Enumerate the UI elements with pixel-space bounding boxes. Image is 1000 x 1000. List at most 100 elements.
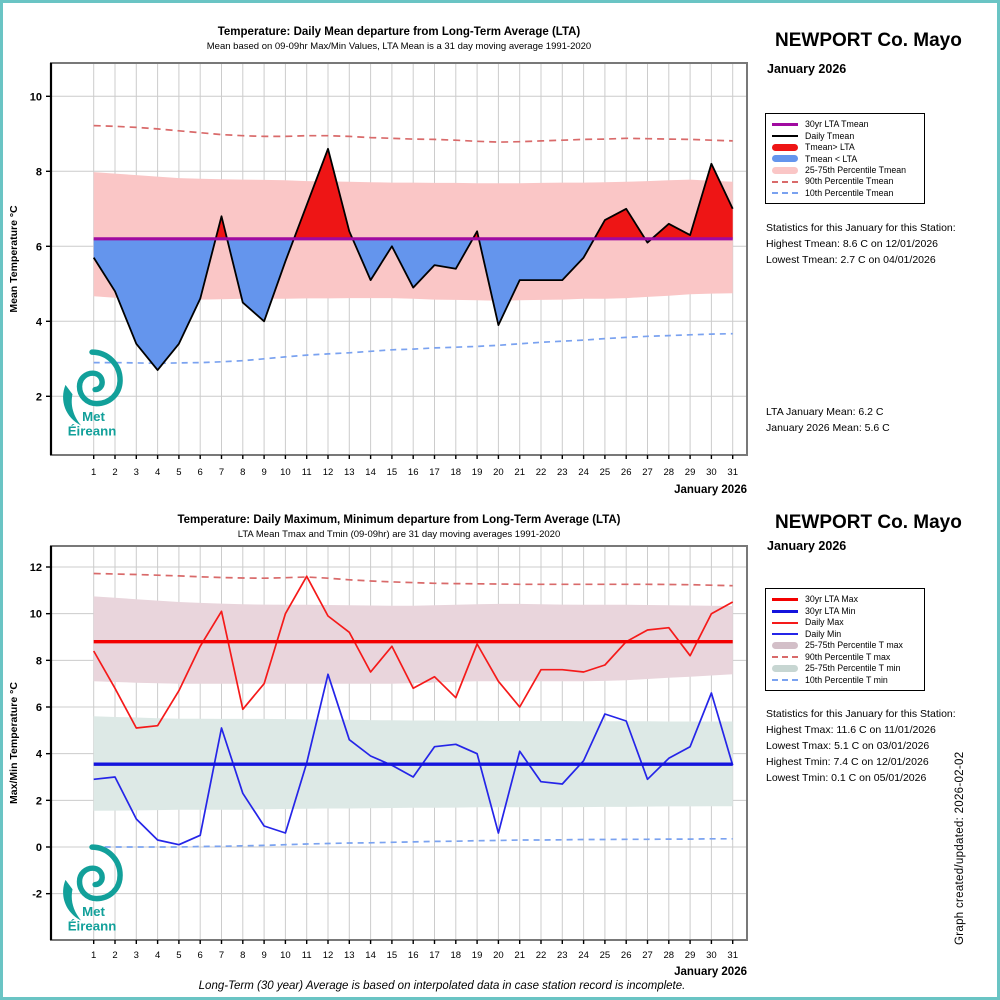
chart2-month-label: January 2026 xyxy=(767,539,847,553)
svg-text:8: 8 xyxy=(240,467,245,478)
legend-label: 25-75th Percentile Tmean xyxy=(805,165,907,175)
svg-text:8: 8 xyxy=(240,950,245,961)
daily-tmin-line xyxy=(93,673,734,846)
svg-text:19: 19 xyxy=(472,950,483,961)
legend-item: 30yr LTA Tmean xyxy=(772,120,918,129)
legend-label: 90th Percentile Tmean xyxy=(805,176,894,187)
svg-text:12: 12 xyxy=(323,467,334,478)
svg-text:13: 13 xyxy=(344,467,355,478)
svg-text:21: 21 xyxy=(514,950,525,961)
svg-text:13: 13 xyxy=(344,950,355,961)
svg-text:10: 10 xyxy=(280,950,291,961)
svg-text:30: 30 xyxy=(706,467,717,478)
legend-swatch-icon xyxy=(772,180,798,183)
legend-label: 30yr LTA Tmean xyxy=(805,119,869,130)
graph-created-label: Graph created/updated: 2026-02-02 xyxy=(954,751,966,945)
stats-header: Statistics for this January for this Sta… xyxy=(766,222,956,234)
svg-text:6: 6 xyxy=(36,241,42,253)
svg-text:12: 12 xyxy=(30,562,42,574)
legend-swatch-icon xyxy=(772,166,798,174)
legend-label: 25-75th Percentile T min xyxy=(805,663,901,674)
legend-label: 30yr LTA Min xyxy=(805,605,856,616)
svg-text:1: 1 xyxy=(91,950,96,961)
legend-item: 90th Percentile T max xyxy=(772,653,918,662)
y-axis-label: Mean Temperature °C xyxy=(8,205,20,313)
legend-label: Daily Max xyxy=(805,617,844,628)
svg-text:10: 10 xyxy=(30,609,42,621)
svg-text:4: 4 xyxy=(155,950,160,961)
maxmin-stats: Statistics for this January for this Sta… xyxy=(766,706,956,786)
svg-text:5: 5 xyxy=(176,950,181,961)
legend-swatch-icon xyxy=(772,621,798,624)
tmean-below-lta-area xyxy=(93,238,733,371)
legend-label: 30yr LTA Max xyxy=(805,594,858,605)
axis-ticks xyxy=(46,566,734,944)
svg-text:3: 3 xyxy=(134,467,139,478)
lta-january-mean: LTA January Mean: 6.2 C xyxy=(766,406,884,418)
x-axis-label: January 2026 xyxy=(674,966,747,978)
tmax-90th-percentile-line xyxy=(93,572,733,587)
legend-item: Tmean> LTA xyxy=(772,143,918,152)
x-tick-labels: 1 2 3 4 5 6 7 8 9 10 11 12 13 14 15 16 17 18 19 20 21 22 23 24 2… xyxy=(91,467,738,478)
january-2026-mean: January 2026 Mean: 5.6 C xyxy=(766,422,890,434)
svg-text:4: 4 xyxy=(155,467,160,478)
svg-text:15: 15 xyxy=(387,467,398,478)
svg-text:26: 26 xyxy=(621,467,632,478)
tmean-10th-percentile-line xyxy=(93,332,733,365)
legend-swatch-icon xyxy=(772,144,798,152)
svg-text:4: 4 xyxy=(36,316,43,328)
legend-swatch-icon xyxy=(772,633,798,636)
maxmin-legend: 30yr LTA Max 30yr LTA Min Daily Max Daily M… xyxy=(765,588,925,691)
legend-swatch-icon xyxy=(772,123,798,127)
svg-text:18: 18 xyxy=(451,467,462,478)
svg-text:16: 16 xyxy=(408,467,419,478)
svg-text:20: 20 xyxy=(493,950,504,961)
svg-text:3: 3 xyxy=(134,950,139,961)
svg-text:1: 1 xyxy=(91,467,96,478)
lowest-tmean: Lowest Tmean: 2.7 C on 04/01/2026 xyxy=(766,254,936,266)
stats-header-2: Statistics for this January for this Sta… xyxy=(766,708,956,720)
x-tick-labels: 1 2 3 4 5 6 7 8 9 10 11 12 13 14 15 16 17 18 19 20 21 22 23 24 2… xyxy=(91,950,738,961)
svg-text:18: 18 xyxy=(451,950,462,961)
logo-text-eireann: Éireann xyxy=(68,424,117,439)
chart-subtitle: Mean based on 09-09hr Max/Min Values, LT… xyxy=(207,41,591,52)
svg-text:15: 15 xyxy=(387,950,398,961)
svg-text:2: 2 xyxy=(36,795,42,807)
axis-ticks xyxy=(46,95,734,459)
svg-text:2: 2 xyxy=(112,950,117,961)
svg-text:29: 29 xyxy=(685,467,696,478)
logo-text-met: Met xyxy=(82,409,105,424)
legend-label: Tmean < LTA xyxy=(805,153,858,164)
daily-tmean-line xyxy=(92,147,734,372)
legend-item: 30yr LTA Min xyxy=(772,607,918,616)
legend-item: 10th Percentile Tmean xyxy=(772,189,918,198)
legend-swatch-icon xyxy=(772,665,798,673)
legend-label: 10th Percentile T min xyxy=(805,674,888,685)
y-axis-label: Max/Min Temperature °C xyxy=(8,682,20,804)
svg-text:21: 21 xyxy=(514,467,525,478)
tmean-means: LTA January Mean: 6.2 C January 2026 Mea… xyxy=(766,404,890,436)
svg-text:6: 6 xyxy=(198,467,203,478)
y-tick-labels: 2 4 6 8 10 xyxy=(30,91,43,403)
svg-text:6: 6 xyxy=(36,702,42,714)
svg-text:20: 20 xyxy=(493,467,504,478)
svg-text:11: 11 xyxy=(302,950,312,961)
legend-swatch-icon xyxy=(772,642,798,650)
svg-text:23: 23 xyxy=(557,467,568,478)
svg-text:8: 8 xyxy=(36,655,42,667)
legend-swatch-icon xyxy=(772,609,798,613)
legend-label: Daily Min xyxy=(805,628,842,639)
logo-spiral-icon xyxy=(76,349,123,407)
tmean-stats: Statistics for this January for this Sta… xyxy=(766,220,956,268)
station-name: NEWPORT Co. Mayo xyxy=(775,30,962,51)
svg-text:26: 26 xyxy=(621,950,632,961)
legend-item: Daily Tmean xyxy=(772,131,918,141)
svg-text:27: 27 xyxy=(642,467,653,478)
svg-text:17: 17 xyxy=(429,467,440,478)
svg-text:25: 25 xyxy=(600,467,611,478)
legend-swatch-icon xyxy=(772,598,798,602)
legend-swatch-icon xyxy=(772,155,798,163)
chart-title: Temperature: Daily Maximum, Minimum depa… xyxy=(177,514,620,526)
